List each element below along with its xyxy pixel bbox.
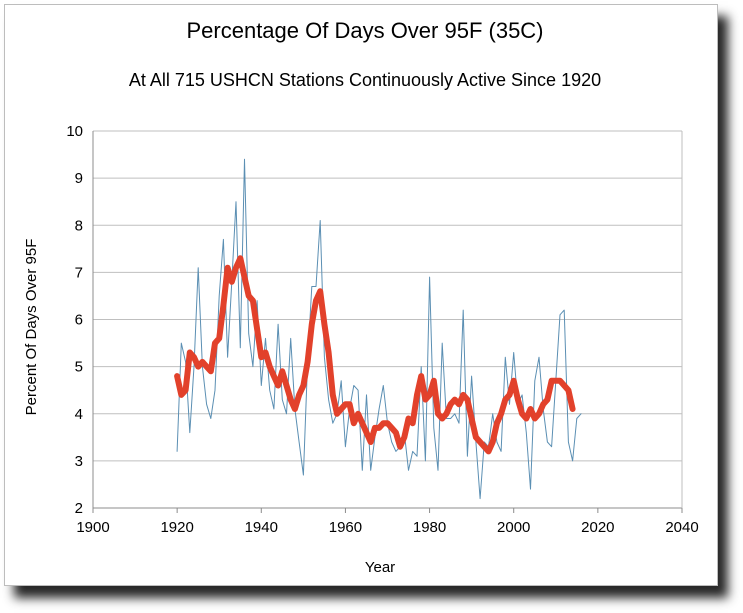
x-tick-label: 2040 [665, 519, 698, 536]
y-tick-label: 4 [75, 406, 83, 423]
x-tick-label: 2000 [497, 519, 530, 536]
axes [92, 131, 683, 513]
chart-title: Percentage Of Days Over 95F (35C) [186, 18, 544, 43]
x-tick-label: 2020 [581, 519, 614, 536]
y-tick-label: 7 [75, 264, 83, 281]
y-tick-label: 8 [75, 217, 83, 234]
smoothed-series-line [174, 255, 576, 455]
y-tick-label: 5 [75, 359, 83, 376]
chart-frame [4, 4, 718, 586]
series-lines [174, 158, 582, 500]
gridlines [93, 130, 682, 509]
y-tick-label: 6 [75, 312, 83, 329]
chart-subtitle: At All 715 USHCN Stations Continuously A… [128, 70, 602, 90]
x-tick-label: 1900 [76, 519, 109, 536]
tick-labels: 2 3 4 5 6 7 8 9 10 1900 1920 1940 1960 1980 2000 2020 20… [66, 123, 698, 536]
x-axis-label: Year [365, 559, 395, 576]
y-tick-label: 10 [66, 123, 83, 140]
x-tick-label: 1960 [329, 519, 362, 536]
annual-series-line [176, 158, 582, 500]
x-tick-label: 1940 [245, 519, 278, 536]
x-tick-label: 1980 [413, 519, 446, 536]
y-tick-label: 2 [75, 500, 83, 517]
x-tick-label: 1920 [160, 519, 193, 536]
y-tick-label: 9 [75, 170, 83, 187]
y-tick-label: 3 [75, 453, 83, 470]
y-axis-label: Percent Of Days Over 95F [23, 239, 40, 416]
